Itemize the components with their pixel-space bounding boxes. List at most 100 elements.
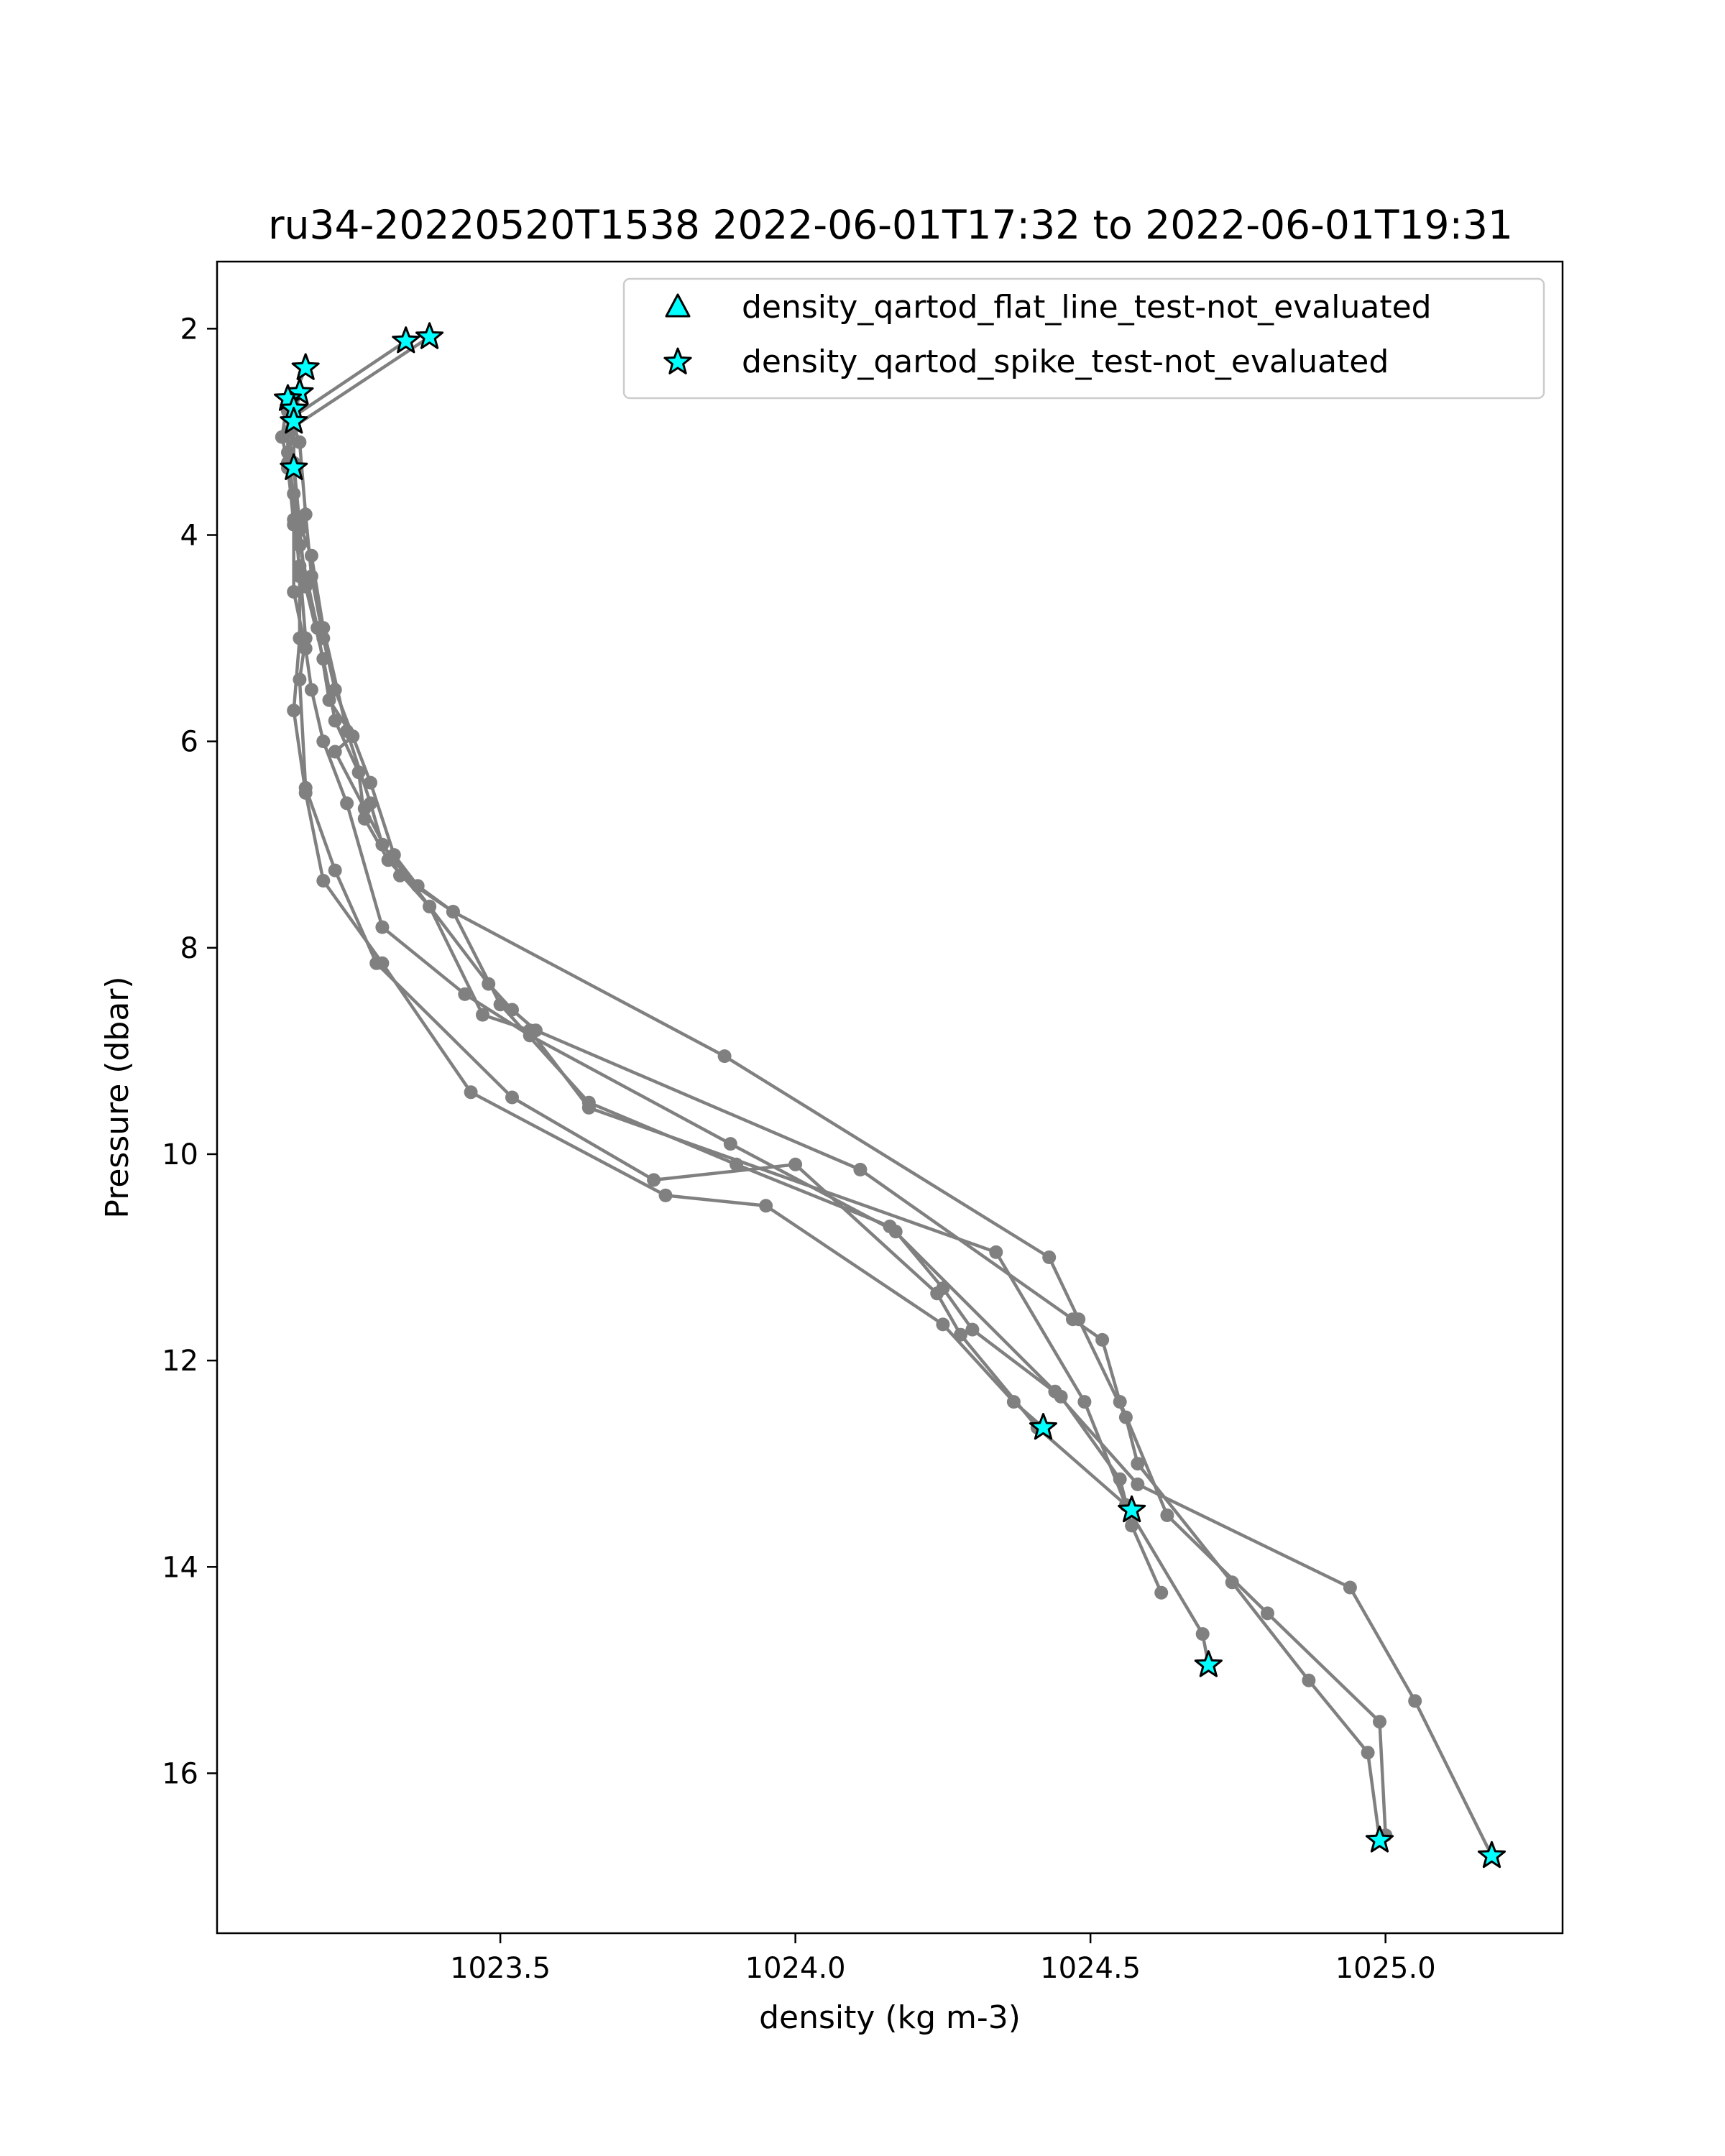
- legend-label-flat-line: density_qartod_flat_line_test-not_evalua…: [742, 289, 1432, 326]
- spike-test-marker: [291, 353, 320, 380]
- data-point: [293, 435, 307, 449]
- data-point: [375, 920, 390, 934]
- y-axis: 2 4 6 8 10 12 14 16: [162, 313, 217, 1790]
- data-point: [1095, 1332, 1110, 1347]
- data-point: [1131, 1457, 1145, 1471]
- data-point: [1054, 1389, 1068, 1404]
- data-point: [328, 745, 342, 759]
- star-icon: [663, 347, 692, 374]
- spike-test-marker: [280, 453, 308, 480]
- data-point: [1066, 1312, 1080, 1327]
- data-point: [930, 1286, 944, 1301]
- data-point: [1408, 1694, 1422, 1708]
- triangle-icon: [665, 293, 691, 318]
- data-point: [351, 765, 366, 780]
- data-point: [1373, 1715, 1386, 1729]
- data-point: [1160, 1508, 1174, 1522]
- data-point: [316, 734, 331, 749]
- data-point: [658, 1188, 673, 1202]
- series-profile-4: [287, 385, 1215, 1672]
- data-point: [1006, 1395, 1021, 1409]
- legend-star-marker: [663, 347, 692, 374]
- y-tick-label: 2: [180, 313, 198, 346]
- legend-box: [622, 277, 1545, 400]
- data-point: [304, 683, 318, 697]
- data-point: [298, 786, 313, 800]
- data-point: [523, 1028, 537, 1043]
- data-point: [1131, 1477, 1145, 1491]
- data-point: [293, 569, 307, 584]
- data-point: [1261, 1606, 1274, 1621]
- data-point: [888, 1225, 903, 1239]
- data-point: [346, 729, 360, 743]
- data-point: [1113, 1395, 1127, 1409]
- data-point: [293, 631, 307, 645]
- y-axis-label: Pressure (dbar): [99, 976, 136, 1218]
- marker-layer: [274, 322, 1506, 1869]
- x-tick-label: 1024.5: [1040, 1952, 1141, 1985]
- spike-test-marker: [415, 322, 444, 349]
- data-point: [788, 1157, 803, 1171]
- data-point: [1154, 1585, 1169, 1600]
- data-point: [759, 1199, 773, 1213]
- data-point: [364, 775, 377, 790]
- legend: density_qartod_flat_line_test-not_evalua…: [622, 277, 1545, 400]
- data-point: [1195, 1627, 1210, 1641]
- data-point: [1343, 1580, 1357, 1595]
- data-point: [316, 874, 331, 888]
- data-point: [316, 652, 331, 666]
- spike-test-marker: [392, 326, 420, 354]
- spike-test-marker: [1029, 1413, 1057, 1440]
- y-tick-label: 4: [180, 519, 198, 552]
- plot-area-frame: [216, 260, 1564, 1935]
- x-axis-label: density (kg m-3): [759, 1999, 1021, 2036]
- data-point: [287, 585, 301, 599]
- y-tick-label: 8: [180, 932, 198, 965]
- data-point: [458, 987, 472, 1001]
- data-point: [1077, 1395, 1092, 1409]
- y-tick-label: 10: [162, 1138, 198, 1171]
- data-point: [328, 714, 342, 728]
- data-point: [1302, 1673, 1316, 1687]
- data-point: [581, 1100, 596, 1115]
- data-point: [505, 1090, 519, 1105]
- data-point: [1361, 1746, 1375, 1760]
- y-tick-label: 16: [162, 1757, 198, 1790]
- data-point: [989, 1245, 1003, 1259]
- data-point: [476, 1008, 489, 1022]
- x-tick-label: 1024.0: [745, 1952, 846, 1985]
- data-point: [298, 507, 313, 522]
- data-point: [647, 1173, 661, 1187]
- data-point: [965, 1322, 980, 1337]
- data-point: [464, 1085, 478, 1100]
- spike-test-marker: [1194, 1650, 1223, 1677]
- x-tick-label: 1023.5: [450, 1952, 551, 1985]
- y-tick-label: 14: [162, 1551, 198, 1584]
- data-point: [936, 1317, 950, 1332]
- data-point: [717, 1049, 732, 1064]
- series-profile-7: [281, 415, 1050, 1434]
- data-point: [287, 487, 301, 501]
- data-point: [723, 1137, 737, 1151]
- x-axis: 1023.5 1024.0 1024.5 1025.0: [450, 1933, 1436, 1985]
- data-point: [853, 1163, 868, 1176]
- data-point: [304, 548, 318, 563]
- data-point: [1042, 1250, 1057, 1264]
- chart-title: ru34-20220520T1538 2022-06-01T17:32 to 2…: [268, 202, 1513, 248]
- data-point: [340, 796, 354, 811]
- data-point: [423, 899, 437, 913]
- spike-test-marker: [1477, 1841, 1506, 1869]
- data-point: [493, 998, 507, 1012]
- series-line: [280, 398, 1163, 1594]
- data-point: [1225, 1575, 1239, 1590]
- series-layer: [275, 330, 1499, 1863]
- data-point: [1113, 1472, 1127, 1486]
- data-point: [357, 811, 372, 826]
- y-tick-label: 12: [162, 1345, 198, 1378]
- data-point: [287, 704, 301, 718]
- legend-label-spike: density_qartod_spike_test-not_evaluated: [742, 344, 1389, 380]
- legend-triangle-marker: [665, 293, 691, 318]
- spike-test-marker: [1118, 1495, 1146, 1523]
- data-point: [381, 853, 395, 867]
